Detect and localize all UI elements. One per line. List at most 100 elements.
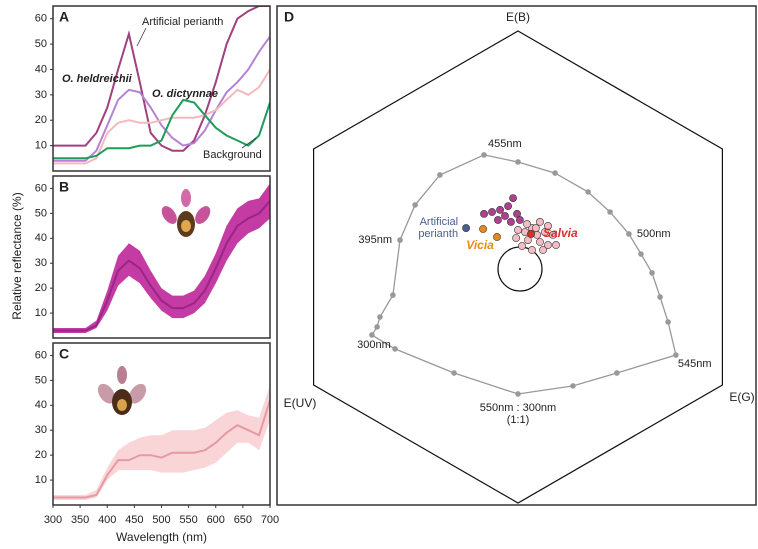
series-label: Salvia xyxy=(543,226,578,240)
locus-point xyxy=(585,189,591,195)
series-label: Artificial perianth xyxy=(142,16,223,28)
y-tick-label: 60 xyxy=(35,182,47,194)
locus-point xyxy=(369,332,375,338)
vertex-label: E(B) xyxy=(506,10,530,24)
flower-b xyxy=(159,189,214,237)
x-tick-label: 550 xyxy=(179,514,197,526)
locus-point xyxy=(657,294,663,300)
locus-point xyxy=(638,251,644,257)
locus-point xyxy=(649,270,655,276)
band xyxy=(53,385,270,500)
y-tick-label: 40 xyxy=(35,232,47,244)
x-tick-label: 350 xyxy=(71,514,89,526)
locus-label: 550nm : 300nm xyxy=(480,402,556,414)
data-point xyxy=(528,246,535,253)
figure: 10 20 30 40 50 60 Artificial perianth O. heldre… xyxy=(0,0,758,549)
data-point xyxy=(513,234,520,241)
spectral-locus xyxy=(372,155,676,394)
locus-point xyxy=(412,202,418,208)
x-tick-label: 450 xyxy=(125,514,143,526)
y-axis-label: Relative reflectance (%) xyxy=(10,192,24,319)
panel-label: C xyxy=(59,346,69,362)
panel-frame xyxy=(277,6,756,505)
locus-label: 300nm xyxy=(357,339,391,351)
data-point xyxy=(494,216,501,223)
locus-point xyxy=(437,172,443,178)
data-point xyxy=(462,224,469,231)
locus-label: 395nm xyxy=(358,234,392,246)
data-point xyxy=(514,226,521,233)
locus-point xyxy=(481,152,487,158)
locus-point xyxy=(451,370,457,376)
locus-point xyxy=(374,324,380,330)
data-point xyxy=(527,230,534,237)
vertex-label: E(UV) xyxy=(284,396,317,410)
band xyxy=(53,184,270,334)
data-point xyxy=(488,208,495,215)
achromatic-center xyxy=(519,268,521,270)
data-point xyxy=(532,224,539,231)
plot-area xyxy=(53,385,270,500)
page: {"chart_data": [ {"type": "line", "panel… xyxy=(0,0,758,549)
locus-point xyxy=(390,292,396,298)
data-point xyxy=(480,210,487,217)
y-tick-label: 20 xyxy=(35,282,47,294)
y-tick-label: 20 xyxy=(35,449,47,461)
data-point xyxy=(552,241,559,248)
locus-point xyxy=(614,370,620,376)
locus-point xyxy=(392,346,398,352)
locus-point xyxy=(665,319,671,325)
data-point xyxy=(539,246,546,253)
series-label: O. heldreichii xyxy=(62,73,133,85)
locus-point xyxy=(515,391,521,397)
x-tick-label: 400 xyxy=(98,514,116,526)
y-tick-label: 30 xyxy=(35,424,47,436)
y-tick-label: 40 xyxy=(35,63,47,75)
y-tick-label: 50 xyxy=(35,38,47,50)
locus-label: (1:1) xyxy=(507,414,530,426)
x-tick-label: 650 xyxy=(234,514,252,526)
data-point xyxy=(507,218,514,225)
y-tick-label: 50 xyxy=(35,207,47,219)
panel-label: B xyxy=(59,179,69,195)
y-tick-label: 10 xyxy=(35,474,47,486)
x-tick-label: 500 xyxy=(152,514,170,526)
series-label: Background xyxy=(203,149,262,161)
y-tick-label: 40 xyxy=(35,399,47,411)
x-tick-label: 300 xyxy=(44,514,62,526)
y-tick-label: 10 xyxy=(35,307,47,319)
locus-point xyxy=(626,231,632,237)
locus-label: 500nm xyxy=(637,228,671,240)
data-point xyxy=(509,194,516,201)
y-tick-label: 10 xyxy=(35,140,47,152)
data-point xyxy=(504,203,511,210)
flower-c xyxy=(94,366,149,415)
data-point xyxy=(523,220,530,227)
series-label: Vicia xyxy=(466,238,494,252)
plot-area xyxy=(53,184,270,334)
y-tick-label: 50 xyxy=(35,374,47,386)
locus-label: 545nm xyxy=(678,358,712,370)
y-tick-label: 60 xyxy=(35,349,47,361)
panel-label: D xyxy=(284,9,294,25)
data-point xyxy=(516,216,523,223)
locus-point xyxy=(397,237,403,243)
x-tick-label: 700 xyxy=(261,514,279,526)
data-point xyxy=(536,218,543,225)
y-tick-label: 30 xyxy=(35,257,47,269)
y-tick-label: 30 xyxy=(35,89,47,101)
data-point xyxy=(518,242,525,249)
locus-point xyxy=(377,314,383,320)
series-label: O. dictynnae xyxy=(152,88,218,100)
vertex-label: E(G) xyxy=(729,390,754,404)
x-axis-label: Wavelength (nm) xyxy=(116,530,207,544)
label-pointer xyxy=(137,28,146,46)
data-point xyxy=(496,206,503,213)
locus-point xyxy=(515,159,521,165)
locus-point xyxy=(570,383,576,389)
panel-label: A xyxy=(59,9,69,25)
data-point xyxy=(479,225,486,232)
panel-frame xyxy=(53,176,270,338)
y-tick-label: 20 xyxy=(35,114,47,126)
